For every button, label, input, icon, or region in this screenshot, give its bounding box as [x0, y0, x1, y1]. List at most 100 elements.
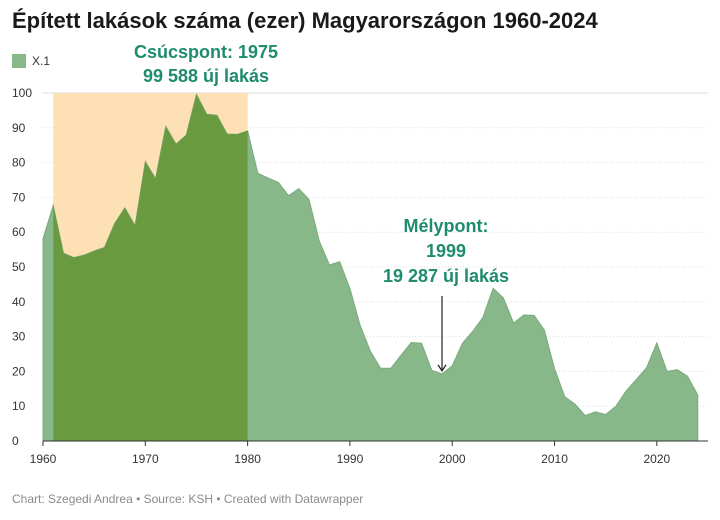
chart-title: Épített lakások száma (ezer) Magyarorszá… — [12, 8, 598, 33]
trough-annotation-line2: 1999 — [426, 241, 466, 261]
data-point — [390, 367, 392, 369]
data-point — [349, 287, 351, 289]
data-point — [594, 411, 596, 413]
data-point — [83, 254, 85, 256]
data-point — [154, 177, 156, 179]
trough-annotation-line3: 19 287 új lakás — [383, 266, 509, 286]
data-point — [338, 261, 340, 263]
x-tick-label: 1960 — [30, 452, 57, 466]
data-point — [686, 375, 688, 377]
data-point — [103, 246, 105, 248]
data-point — [369, 350, 371, 352]
data-point — [635, 378, 637, 380]
data-point — [246, 130, 248, 132]
footer-separator: • — [132, 492, 144, 506]
x-tick-label: 1980 — [234, 452, 261, 466]
data-point — [697, 394, 699, 396]
data-point — [615, 405, 617, 407]
data-point — [175, 143, 177, 145]
data-point — [379, 367, 381, 369]
data-point — [257, 172, 259, 174]
x-tick-label: 2020 — [643, 452, 670, 466]
data-point — [461, 342, 463, 344]
data-point — [471, 330, 473, 332]
data-point — [165, 125, 167, 127]
data-point — [431, 369, 433, 371]
data-point — [512, 322, 514, 324]
footer-source: Source: KSH — [143, 492, 213, 506]
peak-annotation-line2: 99 588 új lakás — [143, 66, 269, 86]
data-point — [645, 366, 647, 368]
data-point — [318, 240, 320, 242]
data-point — [195, 93, 197, 95]
legend-label: X.1 — [32, 54, 51, 68]
data-point — [666, 370, 668, 372]
y-tick-label: 40 — [12, 295, 26, 309]
footer-author: Chart: Szegedi Andrea — [12, 492, 133, 506]
x-tick-label: 1990 — [337, 452, 364, 466]
data-point — [124, 207, 126, 209]
data-point — [420, 342, 422, 344]
data-point — [134, 224, 136, 226]
y-tick-label: 90 — [12, 121, 26, 135]
data-point — [236, 133, 238, 135]
data-point — [584, 414, 586, 416]
data-point — [533, 314, 535, 316]
y-tick-label: 60 — [12, 225, 26, 239]
data-point — [205, 113, 207, 115]
data-point — [400, 354, 402, 356]
data-point — [328, 264, 330, 266]
data-point — [42, 238, 44, 240]
data-point — [226, 133, 228, 135]
data-point — [144, 160, 146, 162]
footer-separator: • — [213, 492, 224, 506]
x-tick-label: 2000 — [439, 452, 466, 466]
y-tick-label: 0 — [12, 434, 19, 448]
legend-swatch — [12, 54, 26, 68]
data-point — [492, 287, 494, 289]
data-point — [277, 181, 279, 183]
data-point — [441, 373, 443, 375]
x-tick-label: 2010 — [541, 452, 568, 466]
data-point — [676, 368, 678, 370]
data-point — [482, 316, 484, 318]
y-tick-label: 100 — [12, 86, 32, 100]
data-point — [93, 250, 95, 252]
data-point — [287, 194, 289, 196]
footer-tool: Created with Datawrapper — [223, 492, 364, 506]
data-point — [502, 297, 504, 299]
data-point — [359, 324, 361, 326]
data-point — [656, 342, 658, 344]
data-point — [267, 177, 269, 179]
y-tick-label: 20 — [12, 364, 26, 378]
chart-footer: Chart: Szegedi Andrea • Source: KSH • Cr… — [12, 492, 363, 506]
data-point — [523, 314, 525, 316]
trough-arrow-head — [437, 364, 447, 372]
data-point — [308, 198, 310, 200]
data-point — [451, 365, 453, 367]
data-point — [62, 252, 64, 254]
data-point — [553, 367, 555, 369]
legend: X.1 — [12, 54, 50, 68]
y-tick-label: 50 — [12, 260, 26, 274]
y-tick-label: 30 — [12, 330, 26, 344]
data-point — [298, 188, 300, 190]
data-point — [543, 329, 545, 331]
data-point — [574, 403, 576, 405]
x-tick-label: 1970 — [132, 452, 159, 466]
data-point — [625, 390, 627, 392]
data-point — [410, 341, 412, 343]
data-point — [564, 396, 566, 398]
y-tick-label: 80 — [12, 156, 26, 170]
series-area-highlighted — [53, 94, 248, 441]
area-chart: 0 10 20 30 40 50 60 70 80 90 100 1960 1970 1980 1990 20… — [12, 42, 708, 466]
y-tick-label: 70 — [12, 190, 26, 204]
data-point — [113, 222, 115, 224]
data-point — [604, 413, 606, 415]
trough-annotation-line1: Mélypont: — [404, 216, 489, 236]
data-point — [185, 134, 187, 136]
data-point — [72, 256, 74, 258]
data-point — [52, 204, 54, 206]
data-point — [216, 114, 218, 116]
peak-annotation-line1: Csúcspont: 1975 — [134, 42, 278, 62]
